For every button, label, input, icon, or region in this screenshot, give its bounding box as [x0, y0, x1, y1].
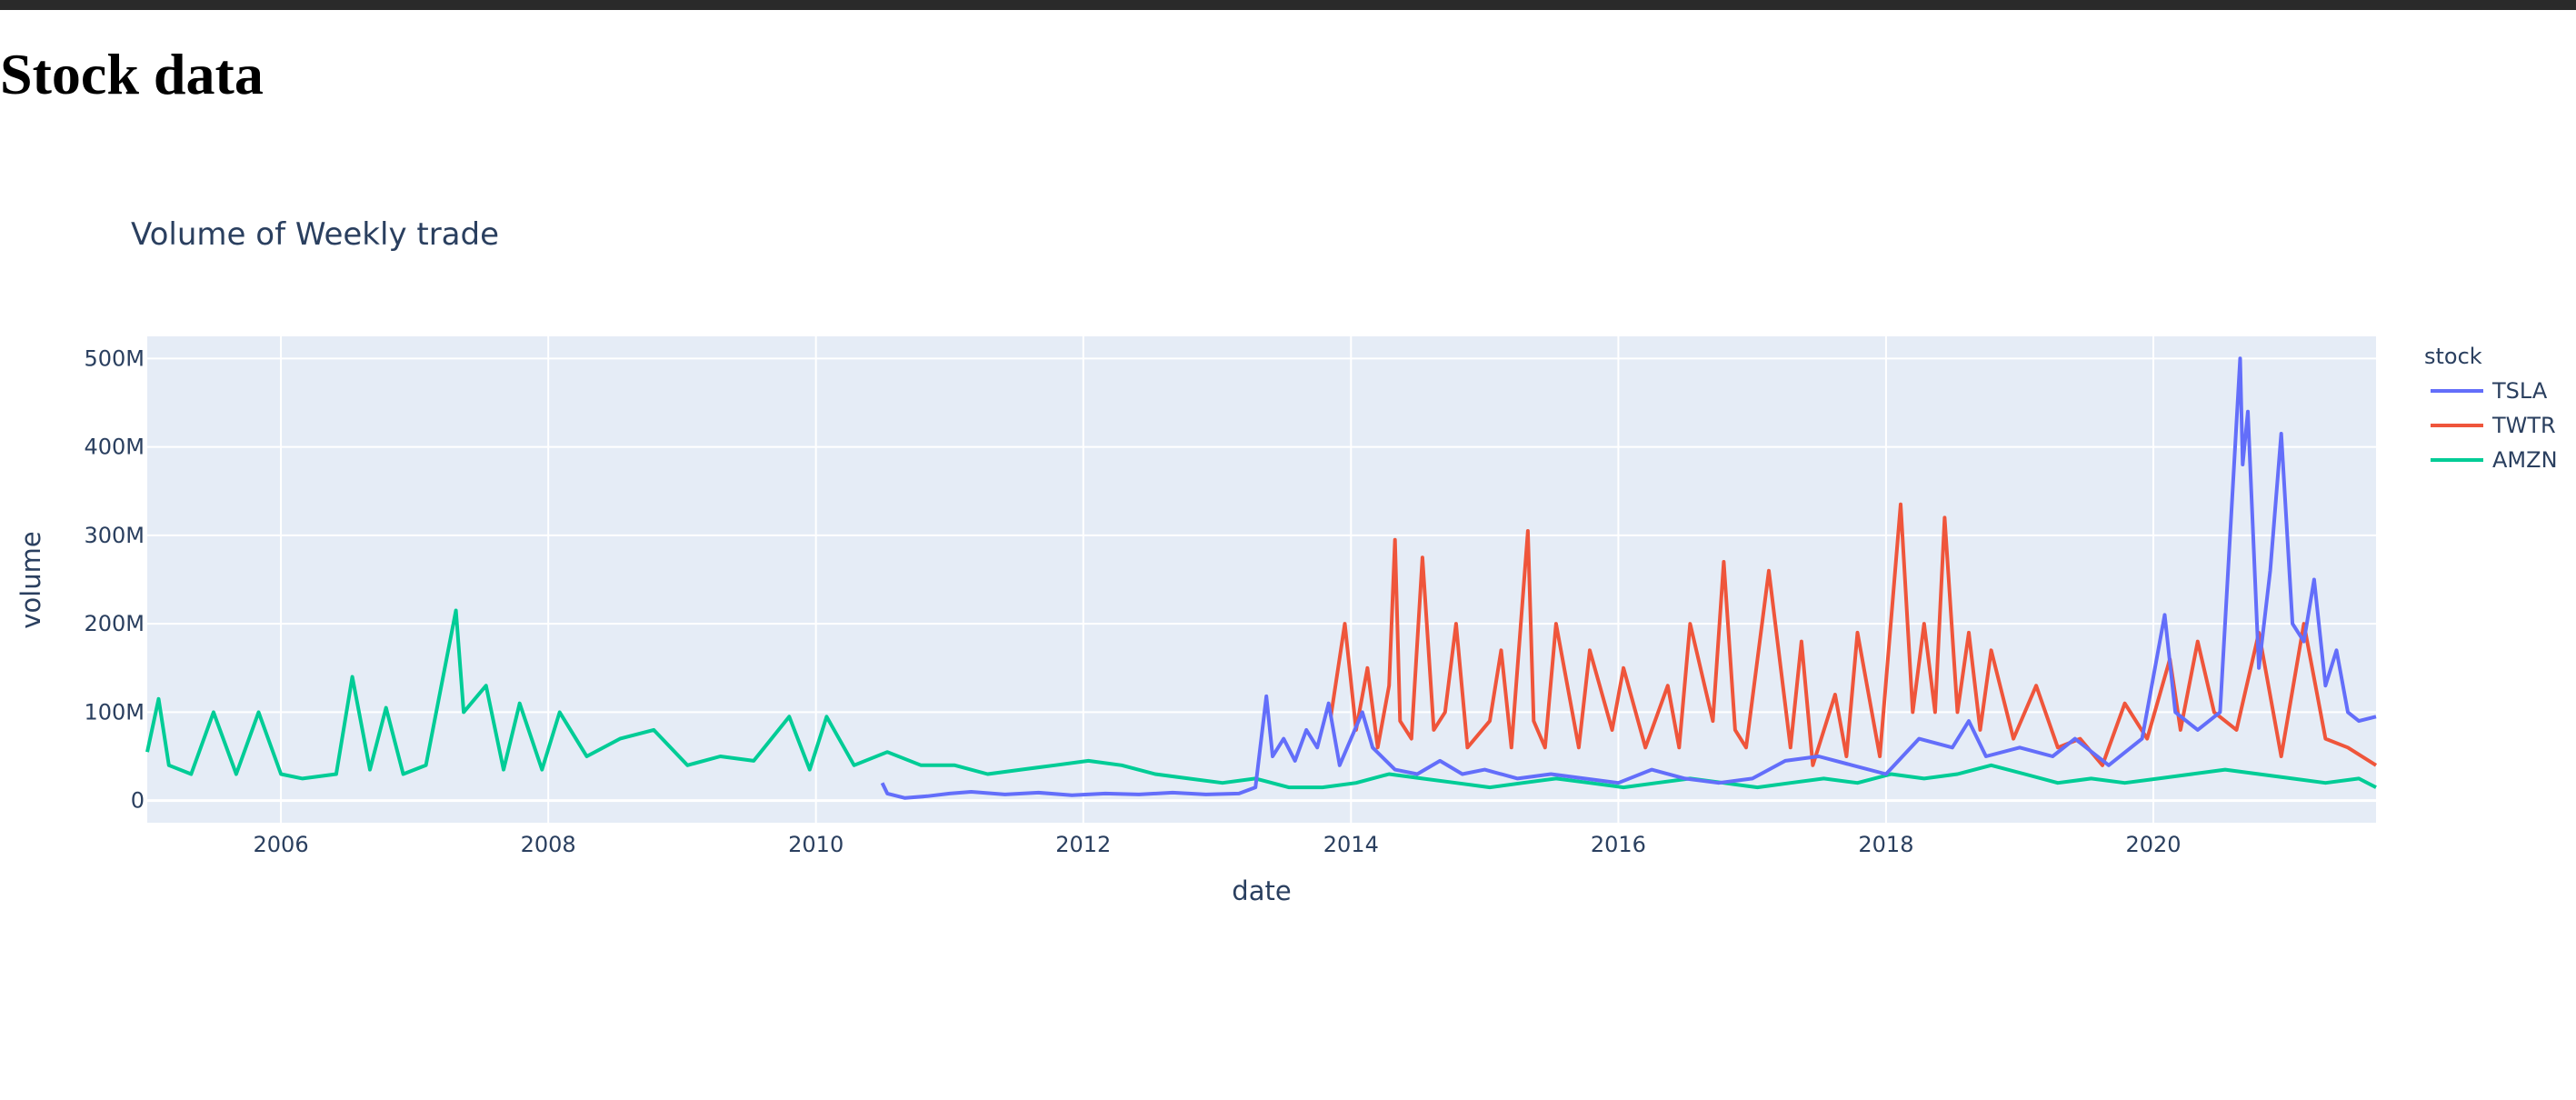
legend-item-amzn[interactable]: AMZN	[2431, 447, 2558, 473]
legend[interactable]: stock TSLA TWTR AMZN	[2424, 344, 2558, 473]
legend-item-tsla[interactable]: TSLA	[2431, 378, 2548, 404]
series-line-tsla	[880, 356, 2377, 800]
legend-title: stock	[2424, 344, 2482, 369]
legend-label: TSLA	[2491, 378, 2548, 404]
x-tick-label: 2020	[2126, 832, 2182, 857]
y-tick-label: 100M	[84, 699, 145, 725]
top-bar	[0, 0, 2576, 10]
y-tick-label: 0	[131, 788, 145, 814]
y-axis-ticks: 0 100M 200M 300M 400M 500M	[84, 345, 145, 813]
y-axis-title: volume	[15, 531, 46, 628]
x-tick-label: 2018	[1858, 832, 1913, 857]
x-tick-label: 2006	[254, 832, 309, 857]
y-tick-label: 400M	[84, 435, 145, 460]
legend-item-twtr[interactable]: TWTR	[2431, 413, 2556, 438]
y-tick-label: 500M	[84, 345, 145, 371]
x-axis-ticks: 2006 2008 2010 2012 2014 2016 2018 2020	[254, 832, 2182, 857]
x-tick-label: 2008	[521, 832, 576, 857]
x-tick-label: 2014	[1323, 832, 1379, 857]
series-line-amzn	[145, 608, 2377, 790]
y-tick-label: 200M	[84, 611, 145, 636]
x-tick-label: 2012	[1055, 832, 1111, 857]
chart-title: Volume of Weekly trade	[131, 216, 499, 253]
legend-label: AMZN	[2492, 447, 2558, 473]
x-axis-title: date	[1232, 875, 1291, 906]
page-heading: Stock data	[0, 42, 264, 106]
x-tick-label: 2016	[1591, 832, 1646, 857]
series-lines	[145, 356, 2378, 800]
y-tick-label: 300M	[84, 523, 145, 548]
x-tick-label: 2010	[788, 832, 844, 857]
legend-label: TWTR	[2491, 413, 2556, 438]
